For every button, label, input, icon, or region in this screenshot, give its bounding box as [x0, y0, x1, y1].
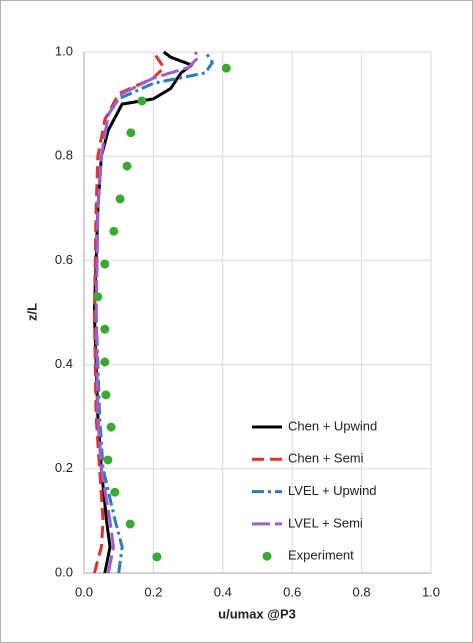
x-axis-title: u/umax @P3 [218, 606, 296, 621]
y-tick-label: 0.2 [55, 460, 73, 475]
data-point [152, 552, 162, 562]
y-tick-label: 1.0 [55, 43, 73, 58]
x-tick-label: 0.6 [283, 584, 301, 599]
data-point [93, 292, 103, 302]
data-point [221, 63, 231, 73]
legend-label: Experiment [288, 548, 354, 563]
data-point [101, 390, 111, 400]
data-point [100, 324, 110, 334]
data-line [94, 51, 201, 574]
data-point [110, 487, 120, 497]
data-line [92, 51, 166, 574]
legend-label: Chen + Upwind [288, 418, 377, 433]
legend-label: LVEL + Semi [288, 515, 363, 530]
y-tick-label: 0.8 [55, 148, 73, 163]
data-point [106, 422, 116, 432]
y-tick-label: 0.0 [55, 564, 73, 579]
legend-label: LVEL + Upwind [288, 483, 377, 498]
legend-label: Chen + Semi [288, 451, 364, 466]
x-tick-label: 0.4 [214, 584, 232, 599]
x-tick-label: 0.0 [75, 584, 93, 599]
y-tick-label: 0.4 [55, 356, 73, 371]
x-tick-label: 1.0 [422, 584, 440, 599]
x-tick-label: 0.8 [353, 584, 371, 599]
data-point [109, 226, 119, 236]
y-axis-title: z/L [24, 303, 39, 321]
legend-marker [262, 551, 272, 561]
y-tick-label: 0.6 [55, 252, 73, 267]
x-tick-label: 0.2 [144, 584, 162, 599]
data-point [125, 519, 135, 529]
data-point [122, 161, 132, 171]
data-point [126, 128, 136, 138]
data-point [115, 194, 125, 204]
data-point [100, 259, 110, 269]
data-point [103, 455, 113, 465]
data-point [100, 357, 110, 367]
data-point [137, 96, 147, 106]
